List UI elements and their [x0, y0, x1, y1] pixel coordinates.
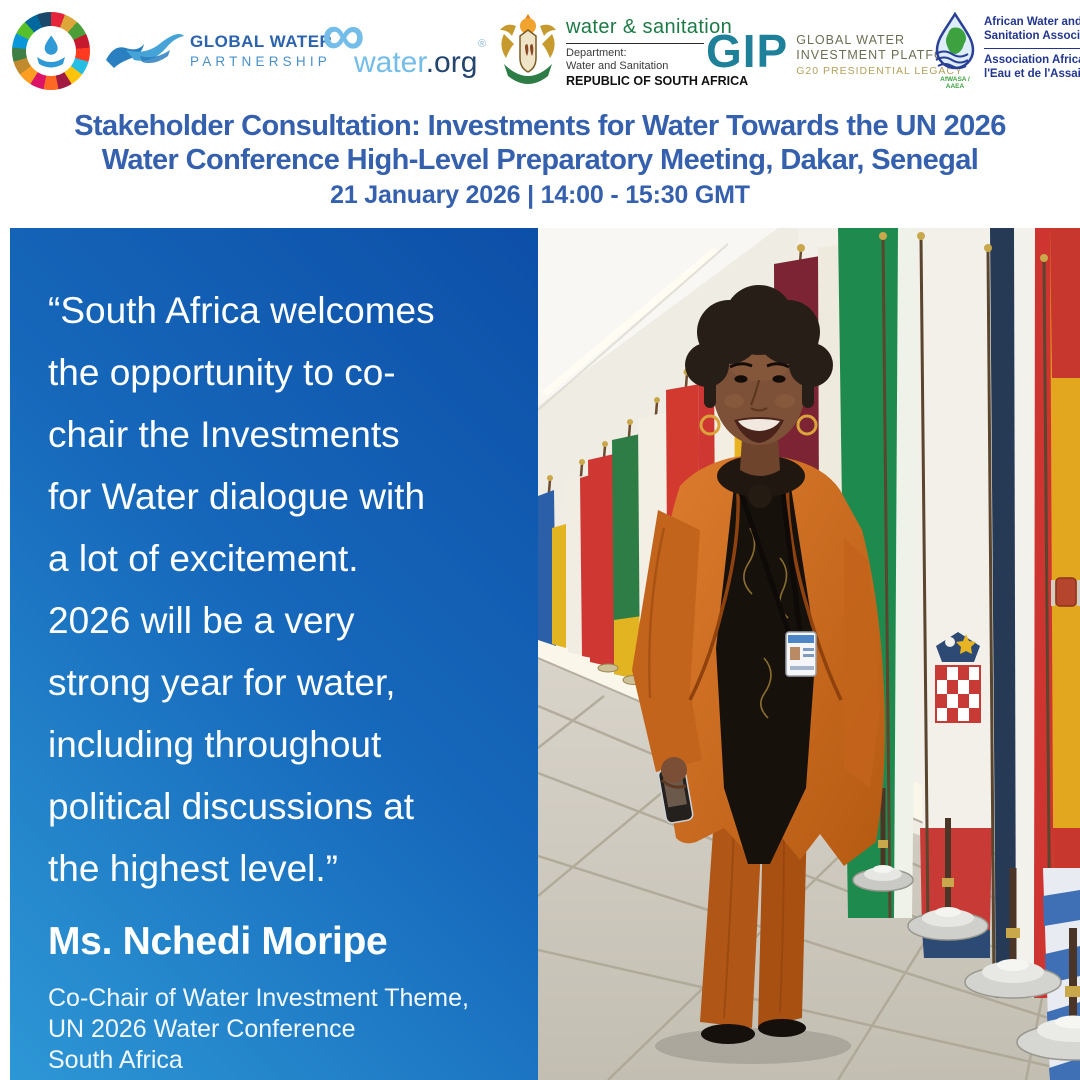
- wave-icon: [106, 34, 184, 68]
- speaker-photo: [538, 228, 1080, 1080]
- speaker-name: Ms. Nchedi Moripe: [48, 920, 388, 963]
- flag-france: [984, 228, 1056, 998]
- gwp-logo: GLOBAL WATER PARTNERSHIP: [104, 24, 332, 84]
- gip-line3: G20 PRESIDENTIAL LEGACY: [796, 65, 963, 77]
- infinity-icon: ∞: [322, 1, 365, 68]
- gwp-subname: PARTNERSHIP: [190, 54, 331, 69]
- event-datetime: 21 January 2026 | 14:00 - 15:30 GMT: [330, 181, 750, 209]
- sa-water-sanitation-logo: water & sanitation Department: Water and…: [496, 10, 748, 96]
- water-drop-africa-icon: [935, 12, 975, 70]
- divider: [566, 43, 704, 44]
- afwasa-fr1: Association Africaine de: [984, 54, 1080, 66]
- waterorg-logo: ∞ water.org ®: [318, 1, 490, 86]
- id-badge: [785, 631, 817, 677]
- gip-acronym: GIP: [706, 25, 789, 77]
- dws-country: REPUBLIC OF SOUTH AFRICA: [566, 74, 749, 88]
- afwasa-fr2: l'Eau et de l'Assainissement: [984, 67, 1080, 80]
- divider: [984, 48, 1080, 49]
- speaker-role: Co-Chair of Water Investment Theme, UN 2…: [48, 984, 469, 1074]
- afwasa-logo: AfWASA / AAEA African Water and Sanitati…: [932, 10, 1080, 98]
- dws-title: water & sanitation: [566, 16, 733, 38]
- gip-line1: GLOBAL WATER: [796, 33, 906, 47]
- sdg-wheel-logo: [12, 12, 90, 90]
- afwasa-en2: Sanitation Association: [984, 29, 1080, 42]
- sdg-water-drop-icon: [26, 26, 76, 76]
- afwasa-en1: African Water and: [984, 16, 1080, 28]
- gip-line2: INVESTMENT PLATFORM: [796, 48, 967, 62]
- dws-dept-name: Water and Sanitation: [566, 59, 669, 72]
- dws-dept-label: Department:: [566, 47, 627, 59]
- gip-logo: GIP GLOBAL WATER INVESTMENT PLATFORM G20…: [706, 25, 965, 84]
- waterorg-wordmark: water.org: [354, 46, 478, 79]
- gwp-name: GLOBAL WATER: [190, 32, 333, 51]
- quote-panel: “South Africa welcomes the opportunity t…: [10, 228, 538, 1080]
- flag-croatia: [916, 228, 996, 958]
- registered-mark: ®: [478, 38, 487, 50]
- event-title-line1: Stakeholder Consultation: Investments fo…: [74, 110, 1006, 142]
- quote-text: “South Africa welcomes the opportunity t…: [48, 290, 435, 889]
- flag-bases: [852, 788, 1080, 1061]
- speaker-figure: [632, 285, 885, 1064]
- event-title-line2: Water Conference High-Level Preparatory …: [101, 144, 979, 176]
- afwasa-caption: AfWASA / AAEA: [940, 76, 970, 90]
- coat-of-arms-icon: [500, 14, 556, 84]
